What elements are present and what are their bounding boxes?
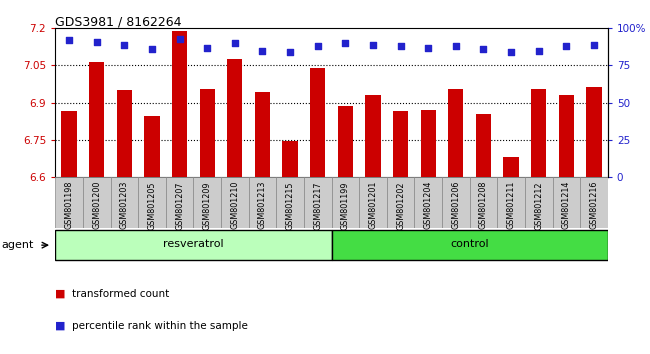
- Bar: [359, 177, 387, 228]
- Text: GSM801198: GSM801198: [64, 181, 73, 229]
- Text: GSM801200: GSM801200: [92, 181, 101, 229]
- Text: GSM801208: GSM801208: [479, 181, 488, 229]
- Text: GSM801216: GSM801216: [590, 181, 599, 229]
- Bar: [117, 90, 132, 177]
- Bar: [448, 89, 463, 177]
- Bar: [89, 62, 104, 177]
- Bar: [55, 177, 83, 228]
- Text: GSM801214: GSM801214: [562, 181, 571, 229]
- Text: agent: agent: [1, 240, 34, 250]
- Bar: [586, 86, 601, 177]
- Bar: [332, 177, 359, 228]
- Bar: [497, 177, 525, 228]
- Bar: [138, 177, 166, 228]
- Bar: [442, 177, 469, 228]
- Text: GDS3981 / 8162264: GDS3981 / 8162264: [55, 16, 182, 29]
- Point: [561, 43, 571, 49]
- Bar: [504, 157, 519, 177]
- Text: GSM801207: GSM801207: [175, 181, 184, 230]
- Bar: [525, 177, 552, 228]
- Text: GSM801215: GSM801215: [285, 181, 294, 230]
- Point: [92, 39, 102, 45]
- Point: [257, 48, 268, 53]
- Bar: [144, 116, 159, 177]
- Text: GSM801204: GSM801204: [424, 181, 433, 229]
- Point: [147, 46, 157, 52]
- Bar: [227, 59, 242, 177]
- Point: [423, 45, 434, 51]
- Bar: [393, 111, 408, 177]
- Text: GSM801202: GSM801202: [396, 181, 405, 230]
- Text: resveratrol: resveratrol: [163, 239, 224, 250]
- Point: [64, 38, 74, 43]
- Bar: [283, 141, 298, 177]
- Point: [395, 43, 406, 49]
- Bar: [476, 114, 491, 177]
- Bar: [166, 177, 194, 228]
- Bar: [248, 177, 276, 228]
- Text: percentile rank within the sample: percentile rank within the sample: [72, 321, 248, 331]
- Bar: [338, 106, 353, 177]
- Bar: [194, 177, 221, 228]
- Bar: [365, 95, 380, 177]
- Text: GSM801203: GSM801203: [120, 181, 129, 229]
- Point: [534, 48, 544, 53]
- Bar: [310, 68, 325, 177]
- Point: [202, 45, 213, 51]
- Text: GSM801205: GSM801205: [148, 181, 157, 230]
- Text: GSM801201: GSM801201: [369, 181, 378, 229]
- Bar: [304, 177, 332, 228]
- Bar: [332, 230, 608, 260]
- Bar: [415, 177, 442, 228]
- Point: [313, 43, 323, 49]
- Bar: [552, 177, 580, 228]
- Text: transformed count: transformed count: [72, 289, 169, 299]
- Text: GSM801199: GSM801199: [341, 181, 350, 230]
- Bar: [221, 177, 248, 228]
- Bar: [255, 91, 270, 177]
- Text: GSM801210: GSM801210: [230, 181, 239, 229]
- Bar: [387, 177, 415, 228]
- Bar: [559, 95, 574, 177]
- Point: [174, 36, 185, 41]
- Bar: [531, 89, 546, 177]
- Point: [506, 49, 516, 55]
- Text: ■: ■: [55, 289, 66, 299]
- Point: [450, 43, 461, 49]
- Bar: [580, 177, 608, 228]
- Text: GSM801213: GSM801213: [258, 181, 267, 229]
- Bar: [421, 110, 436, 177]
- Point: [340, 40, 350, 46]
- Text: ■: ■: [55, 321, 66, 331]
- Text: control: control: [450, 239, 489, 250]
- Text: GSM801206: GSM801206: [451, 181, 460, 229]
- Point: [229, 40, 240, 46]
- Text: GSM801212: GSM801212: [534, 181, 543, 230]
- Bar: [200, 89, 214, 177]
- Text: GSM801217: GSM801217: [313, 181, 322, 230]
- Point: [589, 42, 599, 47]
- Point: [119, 42, 129, 47]
- Bar: [62, 111, 77, 177]
- Bar: [83, 177, 111, 228]
- Text: GSM801211: GSM801211: [506, 181, 515, 229]
- Point: [285, 49, 295, 55]
- Point: [478, 46, 489, 52]
- Bar: [276, 177, 304, 228]
- Bar: [172, 31, 187, 177]
- Bar: [111, 177, 138, 228]
- Text: GSM801209: GSM801209: [203, 181, 212, 230]
- Bar: [55, 230, 332, 260]
- Bar: [469, 177, 497, 228]
- Point: [368, 42, 378, 47]
